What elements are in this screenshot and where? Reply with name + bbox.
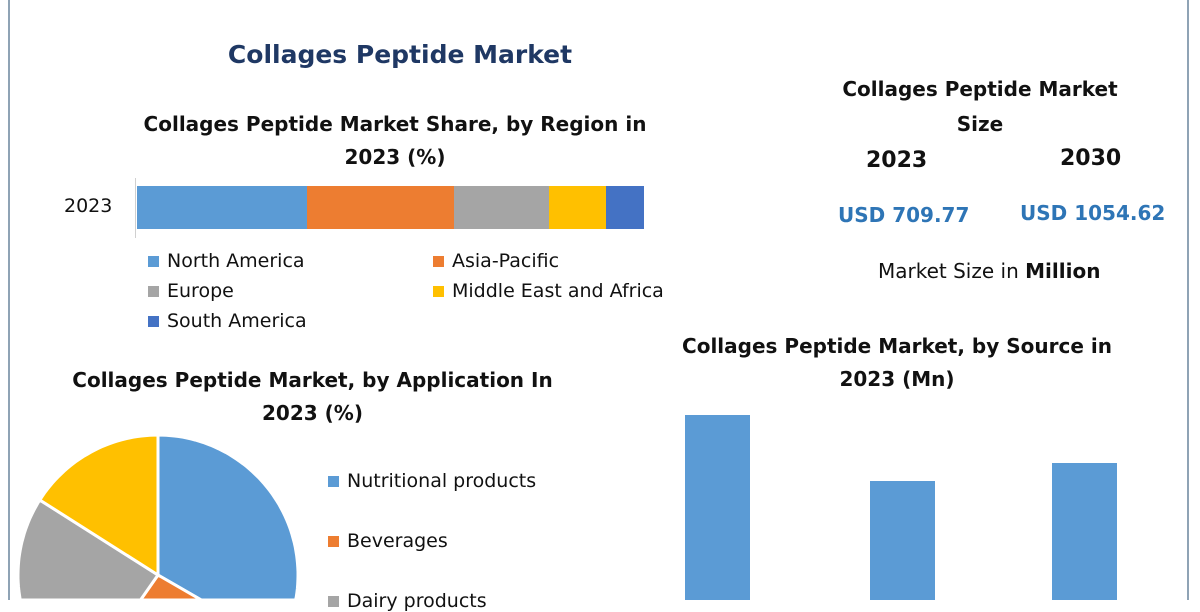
frame-left-border [8,0,10,600]
market-size-title: Collages Peptide Market Size [842,77,1118,136]
region-segment-middle-east-and-africa [548,186,606,229]
legend-swatch [148,285,159,297]
region-segment-europe [453,186,549,229]
legend-label: Middle East and Africa [452,280,664,302]
region-segment-north-america [137,186,307,229]
source-bar-3 [1052,463,1117,600]
pie-slice-beverages [138,573,205,600]
legend-swatch [328,535,339,547]
legend-swatch [328,595,339,607]
legend-swatch [148,255,159,267]
legend-label: South America [167,310,307,332]
note-unit: Million [1025,259,1101,283]
legend-label: Beverages [347,530,448,552]
year-2030: 2030 [1060,146,1122,171]
region-category-label: 2023 [64,195,113,217]
source-chart-title: Collages Peptide Market, by Source in 20… [682,334,1112,391]
legend-label: Europe [167,280,234,302]
region-legend-item: Europe [148,280,433,302]
pie-slice-dairy-products [16,497,161,600]
pie-slice-other [37,433,160,578]
legend-swatch [433,255,444,267]
legend-label: Dairy products [347,590,487,612]
region-segment-asia-pacific [306,186,454,229]
region-legend-item: South America [148,310,433,332]
application-chart-title: Collages Peptide Market, by Application … [72,368,553,425]
region-legend-item: North America [148,250,433,272]
region-legend-item: Middle East and Africa [433,280,708,302]
source-bar-2 [870,481,935,600]
frame-right-border [1187,0,1189,600]
region-chart-title: Collages Peptide Market Share, by Region… [143,112,647,169]
market-size-note: Market Size in Million [878,259,1100,283]
main-title: Collages Peptide Market [227,40,573,69]
pie-slice-nutritional-products [156,433,300,600]
note-prefix: Market Size in [878,259,1019,283]
legend-label: North America [167,250,305,272]
year-2023: 2023 [866,148,928,173]
region-axis-line [135,178,136,238]
source-bar-1 [685,415,750,600]
legend-swatch [148,315,159,327]
value-2023: USD 709.77 [838,203,970,227]
legend-label: Asia-Pacific [452,250,560,272]
legend-label: Nutritional products [347,470,537,492]
value-2030: USD 1054.62 [1020,201,1166,225]
region-stacked-bar [137,186,644,229]
application-legend: Nutritional products Beverages Dairy produ… [328,470,536,612]
region-legend-item: Asia-Pacific [433,250,708,272]
region-segment-south-america [605,186,644,229]
legend-swatch [433,285,444,297]
region-legend: North America Asia-Pacific Europe Middle Ea… [148,250,708,332]
application-legend-item: Nutritional products [328,470,536,492]
application-legend-item: Dairy products [328,590,536,612]
legend-swatch [328,475,339,487]
application-legend-item: Beverages [328,530,536,552]
